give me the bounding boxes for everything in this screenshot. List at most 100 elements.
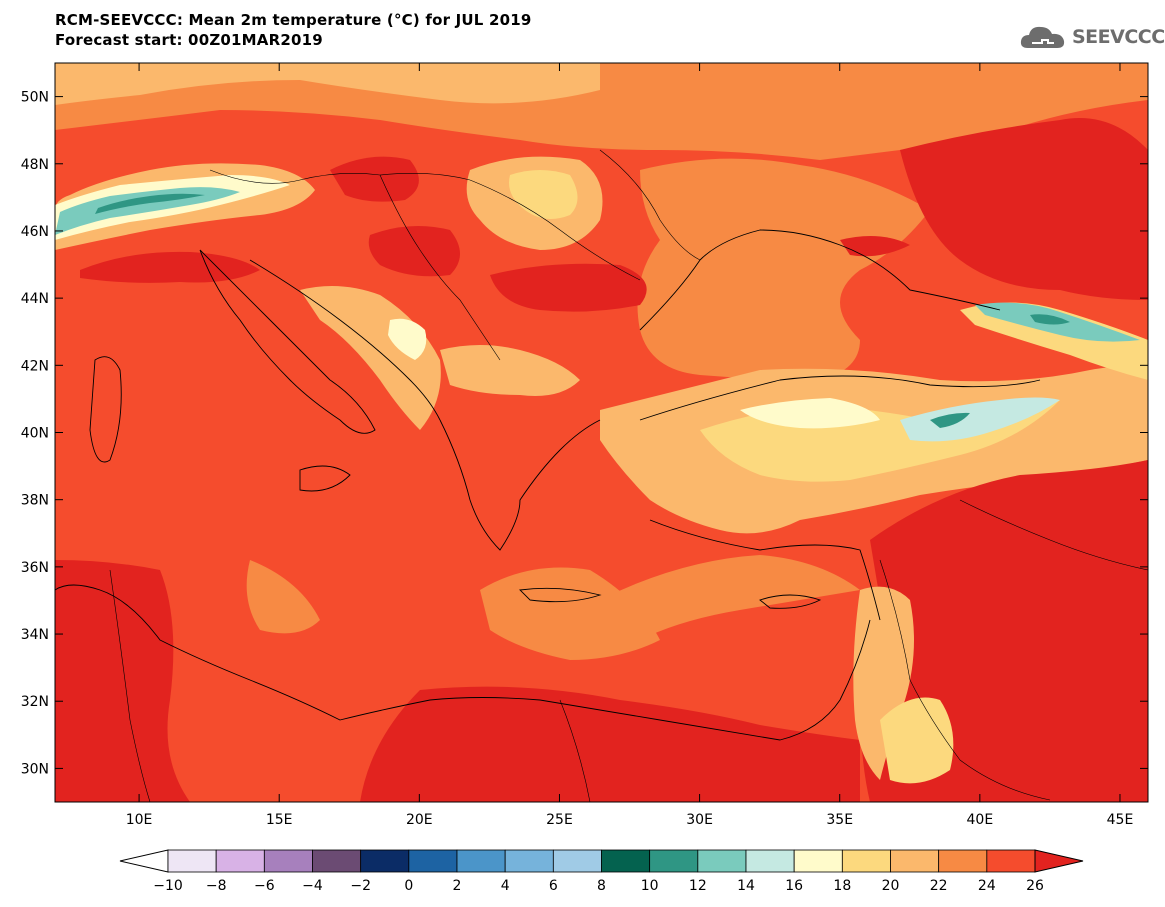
colorbar-swatch <box>697 849 747 873</box>
zone-levantine-sea-22-24 <box>600 555 860 640</box>
border-moldova <box>599 149 701 261</box>
sicily-coastline <box>299 465 351 492</box>
zone-central-europe-hot <box>330 156 419 202</box>
lat-tick-label: 46N <box>21 224 49 240</box>
lat-tick-label: 44N <box>21 291 49 307</box>
seevccc-logo: SEEVCCC <box>1018 22 1165 52</box>
colorbar-swatch <box>456 849 506 873</box>
black-sea-north-coastline <box>639 229 1001 331</box>
lon-tick-label: 25E <box>546 812 573 828</box>
colorbar-swatch <box>793 849 843 873</box>
lon-tick-label: 40E <box>967 812 994 828</box>
zone-sicily-channel-22-24 <box>246 560 320 634</box>
colorbar-label: −4 <box>302 878 323 894</box>
colorbar-label: −10 <box>153 878 183 894</box>
colorbar-label: 24 <box>978 878 996 894</box>
zone-ukraine-black-sea-22-24 <box>637 158 930 380</box>
colorbar-label: 6 <box>549 878 558 894</box>
sardinia-coastline <box>89 356 122 463</box>
turkey-south-coastline <box>649 519 881 621</box>
border-romania <box>469 179 641 281</box>
cyprus-coastline <box>759 594 822 609</box>
border-algeria-tunisia <box>109 569 151 802</box>
colorbar-swatch <box>360 849 410 873</box>
colorbar-label: 10 <box>641 878 659 894</box>
title-line-2: Forecast start: 00Z01MAR2019 <box>55 31 323 49</box>
zone-caucasus-18-20 <box>960 302 1148 380</box>
zone-levant-20-22 <box>853 586 914 780</box>
lat-tick-label: 30N <box>21 761 49 777</box>
black-sea-south-coastline <box>639 375 1041 421</box>
colorbar-swatch <box>215 849 265 873</box>
zone-libya-egypt-26plus <box>360 686 860 802</box>
colorbar-swatch <box>312 849 362 873</box>
border-levant <box>879 559 1051 801</box>
country-borders <box>109 149 1148 802</box>
logo-text: SEEVCCC <box>1072 26 1165 48</box>
border-balkans-a <box>379 174 501 361</box>
colorbar-swatch <box>986 849 1036 873</box>
adriatic-east-coastline <box>249 259 441 421</box>
lat-tick-label: 32N <box>21 694 49 710</box>
zone-east-anatolia-10-12 <box>930 412 970 428</box>
cloud-icon <box>1020 26 1065 48</box>
colorbar-swatch <box>408 849 458 873</box>
zone-balkan-mountains-20-22 <box>440 345 580 396</box>
colorbar-swatch <box>745 849 795 873</box>
colorbar-label: 26 <box>1026 878 1044 894</box>
colorbar: −10 −8 −6 −4 −2 0 2 4 6 8 10 12 14 16 18 20 22 24 26 <box>119 849 1084 894</box>
lat-tick-label: 38N <box>21 493 49 509</box>
zone-alps-10-12 <box>95 193 205 214</box>
zone-caucasus-10-12 <box>1030 314 1070 325</box>
colorbar-swatch <box>263 849 313 873</box>
zone-carpathians-18-20 <box>509 170 578 219</box>
italy-coastline <box>199 249 376 434</box>
colorbar-swatch <box>601 849 651 873</box>
zone-central-anatolia-16-18 <box>740 398 880 429</box>
zone-pannonian-26plus <box>368 226 460 277</box>
lat-tick-label: 40N <box>21 426 49 442</box>
colorbar-swatch <box>841 849 891 873</box>
zone-crimea-hot <box>840 236 910 257</box>
lon-tick-label: 10E <box>126 812 153 828</box>
colorbar-label: 20 <box>882 878 900 894</box>
crete-coastline <box>519 587 602 603</box>
zone-east-anatolia-14-16 <box>900 397 1060 442</box>
colorbar-label: −2 <box>350 878 371 894</box>
colorbar-swatch <box>504 849 554 873</box>
title-line-1: RCM-SEEVCCC: Mean 2m temperature (°C) fo… <box>55 11 532 29</box>
zone-russia-steppe-26plus <box>900 118 1148 300</box>
colorbar-label: 4 <box>501 878 510 894</box>
colorbar-label: −8 <box>206 878 227 894</box>
colorbar-swatch <box>167 849 217 873</box>
lon-tick-label: 20E <box>406 812 433 828</box>
lat-tick-label: 42N <box>21 358 49 374</box>
temperature-field <box>55 63 1148 802</box>
lon-tick-label: 45E <box>1107 812 1134 828</box>
lon-tick-label: 30E <box>686 812 713 828</box>
colorbar-label: −6 <box>254 878 275 894</box>
colorbar-swatch <box>938 849 988 873</box>
colorbar-swatch <box>890 849 940 873</box>
colorbar-label: 2 <box>453 878 462 894</box>
lat-tick-label: 36N <box>21 560 49 576</box>
zone-montenegro-16-18 <box>388 318 427 360</box>
zone-algeria-tunisia-26plus <box>55 560 190 802</box>
lat-tick-label: 50N <box>21 90 49 106</box>
border-libya-egypt <box>559 699 591 802</box>
north-africa-coastline <box>55 584 871 741</box>
axis-ticks: 10E 15E 20E 25E 30E 35E 40E 45E 30N 32N 34N 36N 38N 4… <box>21 63 1148 828</box>
colorbar-swatch <box>552 849 602 873</box>
zone-alps-12-14 <box>55 187 240 235</box>
greece-coastline <box>439 419 601 551</box>
zone-north-20-22 <box>55 63 600 105</box>
colorbar-label: 0 <box>404 878 413 894</box>
colorbar-swatch <box>649 849 699 873</box>
zone-north-22-24 <box>55 63 1148 160</box>
zone-wallachia-26plus <box>490 263 647 312</box>
lat-tick-label: 48N <box>21 157 49 173</box>
lon-tick-label: 15E <box>266 812 293 828</box>
border-alps <box>209 169 471 184</box>
zone-jordan-18-20 <box>880 697 954 784</box>
